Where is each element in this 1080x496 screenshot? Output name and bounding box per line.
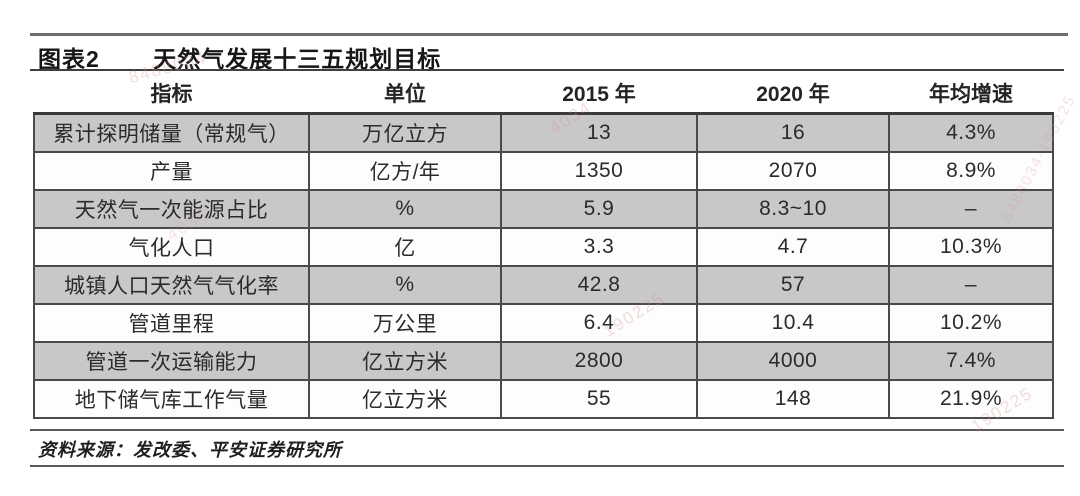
cell-indicator: 累计探明储量（常规气） xyxy=(33,112,310,153)
cell-2020: 16 xyxy=(696,112,890,153)
cell-unit: % xyxy=(308,189,502,229)
header-row: 指标 单位 2015 年 2020 年 年均增速 xyxy=(34,74,1053,115)
cell-unit: 万亿立方 xyxy=(308,112,502,153)
cell-unit: % xyxy=(308,265,502,305)
source-bottom-rule xyxy=(30,465,1064,467)
column-header-unit: 单位 xyxy=(309,74,501,115)
cell-2015: 42.8 xyxy=(500,265,698,305)
cell-2015: 1350 xyxy=(500,151,698,191)
cell-2020: 10.4 xyxy=(696,303,890,343)
table-row: 气化人口 亿 3.3 4.7 10.3% xyxy=(33,227,1054,267)
column-header-growth: 年均增速 xyxy=(889,74,1053,115)
top-rule xyxy=(30,33,1068,36)
table-row: 城镇人口天然气气化率 % 42.8 57 – xyxy=(33,265,1054,305)
cell-2020: 2070 xyxy=(696,151,890,191)
cell-indicator: 城镇人口天然气气化率 xyxy=(33,265,310,305)
cell-2015: 2800 xyxy=(500,341,698,381)
figure-title-row: 图表2 天然气发展十三五规划目标 xyxy=(38,40,441,74)
cell-growth: – xyxy=(888,265,1054,305)
cell-unit: 亿立方米 xyxy=(308,341,502,381)
cell-unit: 亿立方米 xyxy=(308,379,502,419)
cell-2020: 8.3~10 xyxy=(696,189,890,229)
cell-2015: 5.9 xyxy=(500,189,698,229)
cell-growth: 10.3% xyxy=(888,227,1054,267)
table-row: 管道一次运输能力 亿立方米 2800 4000 7.4% xyxy=(33,341,1054,381)
table-row: 地下储气库工作气量 亿立方米 55 148 21.9% xyxy=(33,379,1054,419)
targets-table: 指标 单位 2015 年 2020 年 年均增速 累计探明储量（常规气） 万亿立… xyxy=(33,74,1054,419)
table-row: 天然气一次能源占比 % 5.9 8.3~10 – xyxy=(33,189,1054,229)
title-separator-rule xyxy=(30,69,1064,71)
cell-unit: 亿方/年 xyxy=(308,151,502,191)
figure-label: 图表2 xyxy=(38,46,100,72)
cell-unit: 亿 xyxy=(308,227,502,267)
cell-growth: – xyxy=(888,189,1054,229)
cell-indicator: 管道一次运输能力 xyxy=(33,341,310,381)
cell-2015: 55 xyxy=(500,379,698,419)
table-row: 产量 亿方/年 1350 2070 8.9% xyxy=(33,151,1054,191)
column-header-2015: 2015 年 xyxy=(501,74,697,115)
cell-2020: 148 xyxy=(696,379,890,419)
column-header-2020: 2020 年 xyxy=(697,74,889,115)
cell-indicator: 气化人口 xyxy=(33,227,310,267)
cell-growth: 7.4% xyxy=(888,341,1054,381)
cell-2015: 6.4 xyxy=(500,303,698,343)
cell-growth: 21.9% xyxy=(888,379,1054,419)
cell-indicator: 管道里程 xyxy=(33,303,310,343)
table-row: 管道里程 万公里 6.4 10.4 10.2% xyxy=(33,303,1054,343)
cell-2020: 57 xyxy=(696,265,890,305)
cell-indicator: 地下储气库工作气量 xyxy=(33,379,310,419)
source-top-rule xyxy=(30,429,1064,431)
cell-growth: 10.2% xyxy=(888,303,1054,343)
figure-title: 天然气发展十三五规划目标 xyxy=(153,46,442,72)
column-header-indicator: 指标 xyxy=(34,74,309,115)
cell-2020: 4000 xyxy=(696,341,890,381)
cell-2015: 13 xyxy=(500,112,698,153)
table-row: 累计探明储量（常规气） 万亿立方 13 16 4.3% xyxy=(33,112,1054,153)
source-note: 资料来源：发改委、平安证券研究所 xyxy=(38,440,342,460)
cell-unit: 万公里 xyxy=(308,303,502,343)
cell-indicator: 天然气一次能源占比 xyxy=(33,189,310,229)
cell-growth: 8.9% xyxy=(888,151,1054,191)
cell-indicator: 产量 xyxy=(33,151,310,191)
cell-2015: 3.3 xyxy=(500,227,698,267)
cell-growth: 4.3% xyxy=(888,112,1054,153)
cell-2020: 4.7 xyxy=(696,227,890,267)
